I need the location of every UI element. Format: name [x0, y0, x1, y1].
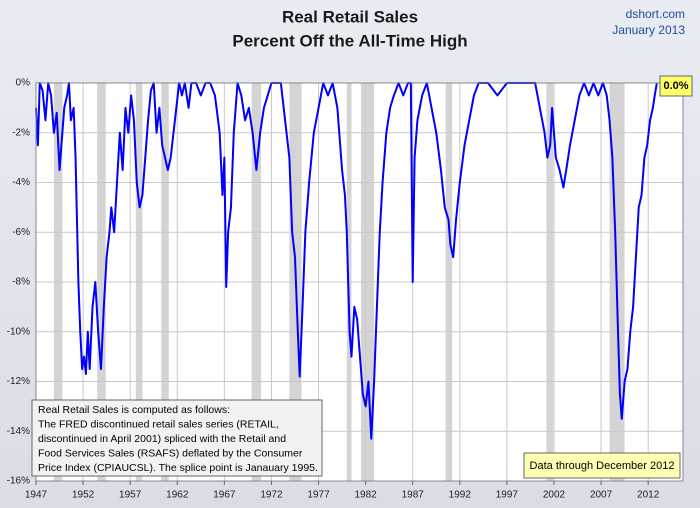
y-tick-label: -6% — [12, 227, 30, 238]
plot-border — [35, 82, 684, 482]
chart-subtitle: Percent Off the All-Time High — [232, 31, 467, 50]
y-tick-label: -14% — [7, 426, 30, 437]
x-tick-label: 2012 — [637, 490, 660, 501]
x-tick-label: 1997 — [496, 490, 519, 501]
note-line: Real Retail Sales is computed as follows… — [38, 404, 230, 416]
data-note: Data through December 2012 — [530, 460, 675, 472]
x-tick-label: 2002 — [543, 490, 566, 501]
y-tick-label: -2% — [12, 127, 30, 138]
x-tick-label: 1987 — [402, 490, 425, 501]
x-tick-label: 1972 — [260, 490, 283, 501]
x-tick-label: 1967 — [213, 490, 236, 501]
note-line: Price Index (CPIAUCSL). The splice point… — [38, 462, 318, 474]
x-tick-label: 1962 — [166, 490, 189, 501]
note-line: The FRED discontinued retail sales serie… — [38, 418, 279, 430]
chart-title: Real Retail Sales — [282, 7, 418, 26]
note-line: Food Services Sales (RSAFS) deflated by … — [38, 447, 303, 459]
x-tick-label: 1957 — [119, 490, 142, 501]
data-note-box — [523, 452, 681, 479]
x-tick-label: 1952 — [72, 490, 95, 501]
x-tick-label: 1947 — [25, 490, 48, 501]
y-tick-label: -8% — [12, 277, 30, 288]
series-line — [35, 82, 658, 440]
x-tick-label: 1982 — [354, 490, 377, 501]
date: January 2013 — [612, 23, 685, 37]
note-line: discontinued in April 2001) spliced with… — [38, 433, 286, 445]
x-tick-label: 2007 — [590, 490, 613, 501]
annotations: Data through December 2012 0.0% Real Ret… — [31, 75, 693, 479]
y-tick-label: -10% — [7, 326, 30, 337]
y-tick-label: -12% — [7, 376, 30, 387]
end-label-box — [659, 75, 693, 97]
y-tick-label: -16% — [7, 476, 30, 487]
end-label: 0.0% — [663, 80, 688, 92]
x-tick-label: 1977 — [307, 490, 330, 501]
y-tick-label: -4% — [12, 177, 30, 188]
source: dshort.com — [626, 7, 685, 21]
y-tick-label: 0% — [16, 78, 31, 89]
note-box — [31, 399, 323, 477]
x-tick-label: 1992 — [449, 490, 472, 501]
